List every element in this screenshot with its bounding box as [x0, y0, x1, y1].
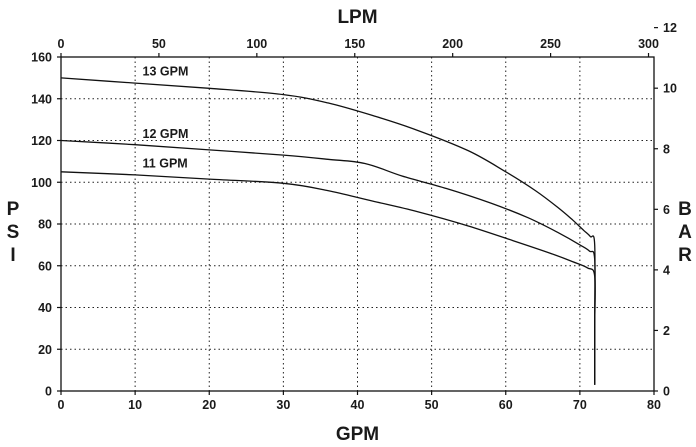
top-tick-label: 50 [152, 37, 166, 51]
right-tick-label: 4 [663, 263, 670, 277]
top-tick-label: 250 [540, 37, 561, 51]
right-tick-label: 12 [663, 21, 677, 35]
tick-marks [57, 27, 658, 395]
left-tick-label: 0 [45, 385, 52, 399]
top-tick-label: 100 [246, 37, 267, 51]
bottom-tick-label: 40 [351, 398, 365, 412]
bottom-tick-label: 0 [58, 398, 65, 412]
right-tick-label: 6 [663, 203, 670, 217]
left-tick-label: 160 [31, 51, 52, 65]
left-tick-label: 140 [31, 92, 52, 106]
left-axis-letter-s: S [7, 222, 20, 243]
left-axis-letter-i: I [10, 245, 15, 266]
series-curve-12-gpm [60, 139, 596, 385]
series-label-11-gpm: 11 GPM [143, 156, 188, 170]
left-axis-letter-p: P [7, 199, 20, 220]
right-tick-label: 8 [663, 142, 670, 156]
series-label-13-gpm: 13 GPM [143, 65, 189, 79]
right-axis-letter-r: R [678, 245, 692, 266]
right-axis-letter-a: A [678, 222, 692, 243]
left-tick-label: 120 [31, 134, 52, 148]
right-axis-letter-b: B [678, 199, 692, 220]
left-tick-label: 20 [38, 343, 52, 357]
top-tick-label: 0 [58, 37, 65, 51]
bottom-axis-title: GPM [336, 424, 379, 445]
bottom-tick-label: 60 [499, 398, 513, 412]
right-tick-label: 2 [663, 324, 670, 338]
top-tick-label: 200 [442, 37, 463, 51]
top-tick-label: 150 [344, 37, 365, 51]
left-tick-label: 80 [38, 218, 52, 232]
bottom-tick-label: 30 [276, 398, 290, 412]
left-tick-label: 40 [38, 301, 52, 315]
left-tick-label: 100 [31, 176, 52, 190]
series-curve-11-gpm [60, 171, 596, 385]
bottom-tick-label: 80 [647, 398, 661, 412]
series-curve-13-gpm [60, 77, 596, 385]
bottom-tick-label: 70 [573, 398, 587, 412]
left-tick-label: 60 [38, 259, 52, 273]
top-tick-label: 300 [638, 37, 659, 51]
right-tick-label: 10 [663, 82, 677, 96]
top-axis-title: LPM [337, 7, 377, 28]
grid-lines [61, 57, 654, 391]
bottom-tick-label: 20 [202, 398, 216, 412]
series-curves [60, 77, 596, 385]
bottom-tick-label: 10 [128, 398, 142, 412]
series-label-12-gpm: 12 GPM [143, 127, 189, 141]
bottom-tick-label: 50 [425, 398, 439, 412]
right-tick-label: 0 [663, 385, 670, 399]
